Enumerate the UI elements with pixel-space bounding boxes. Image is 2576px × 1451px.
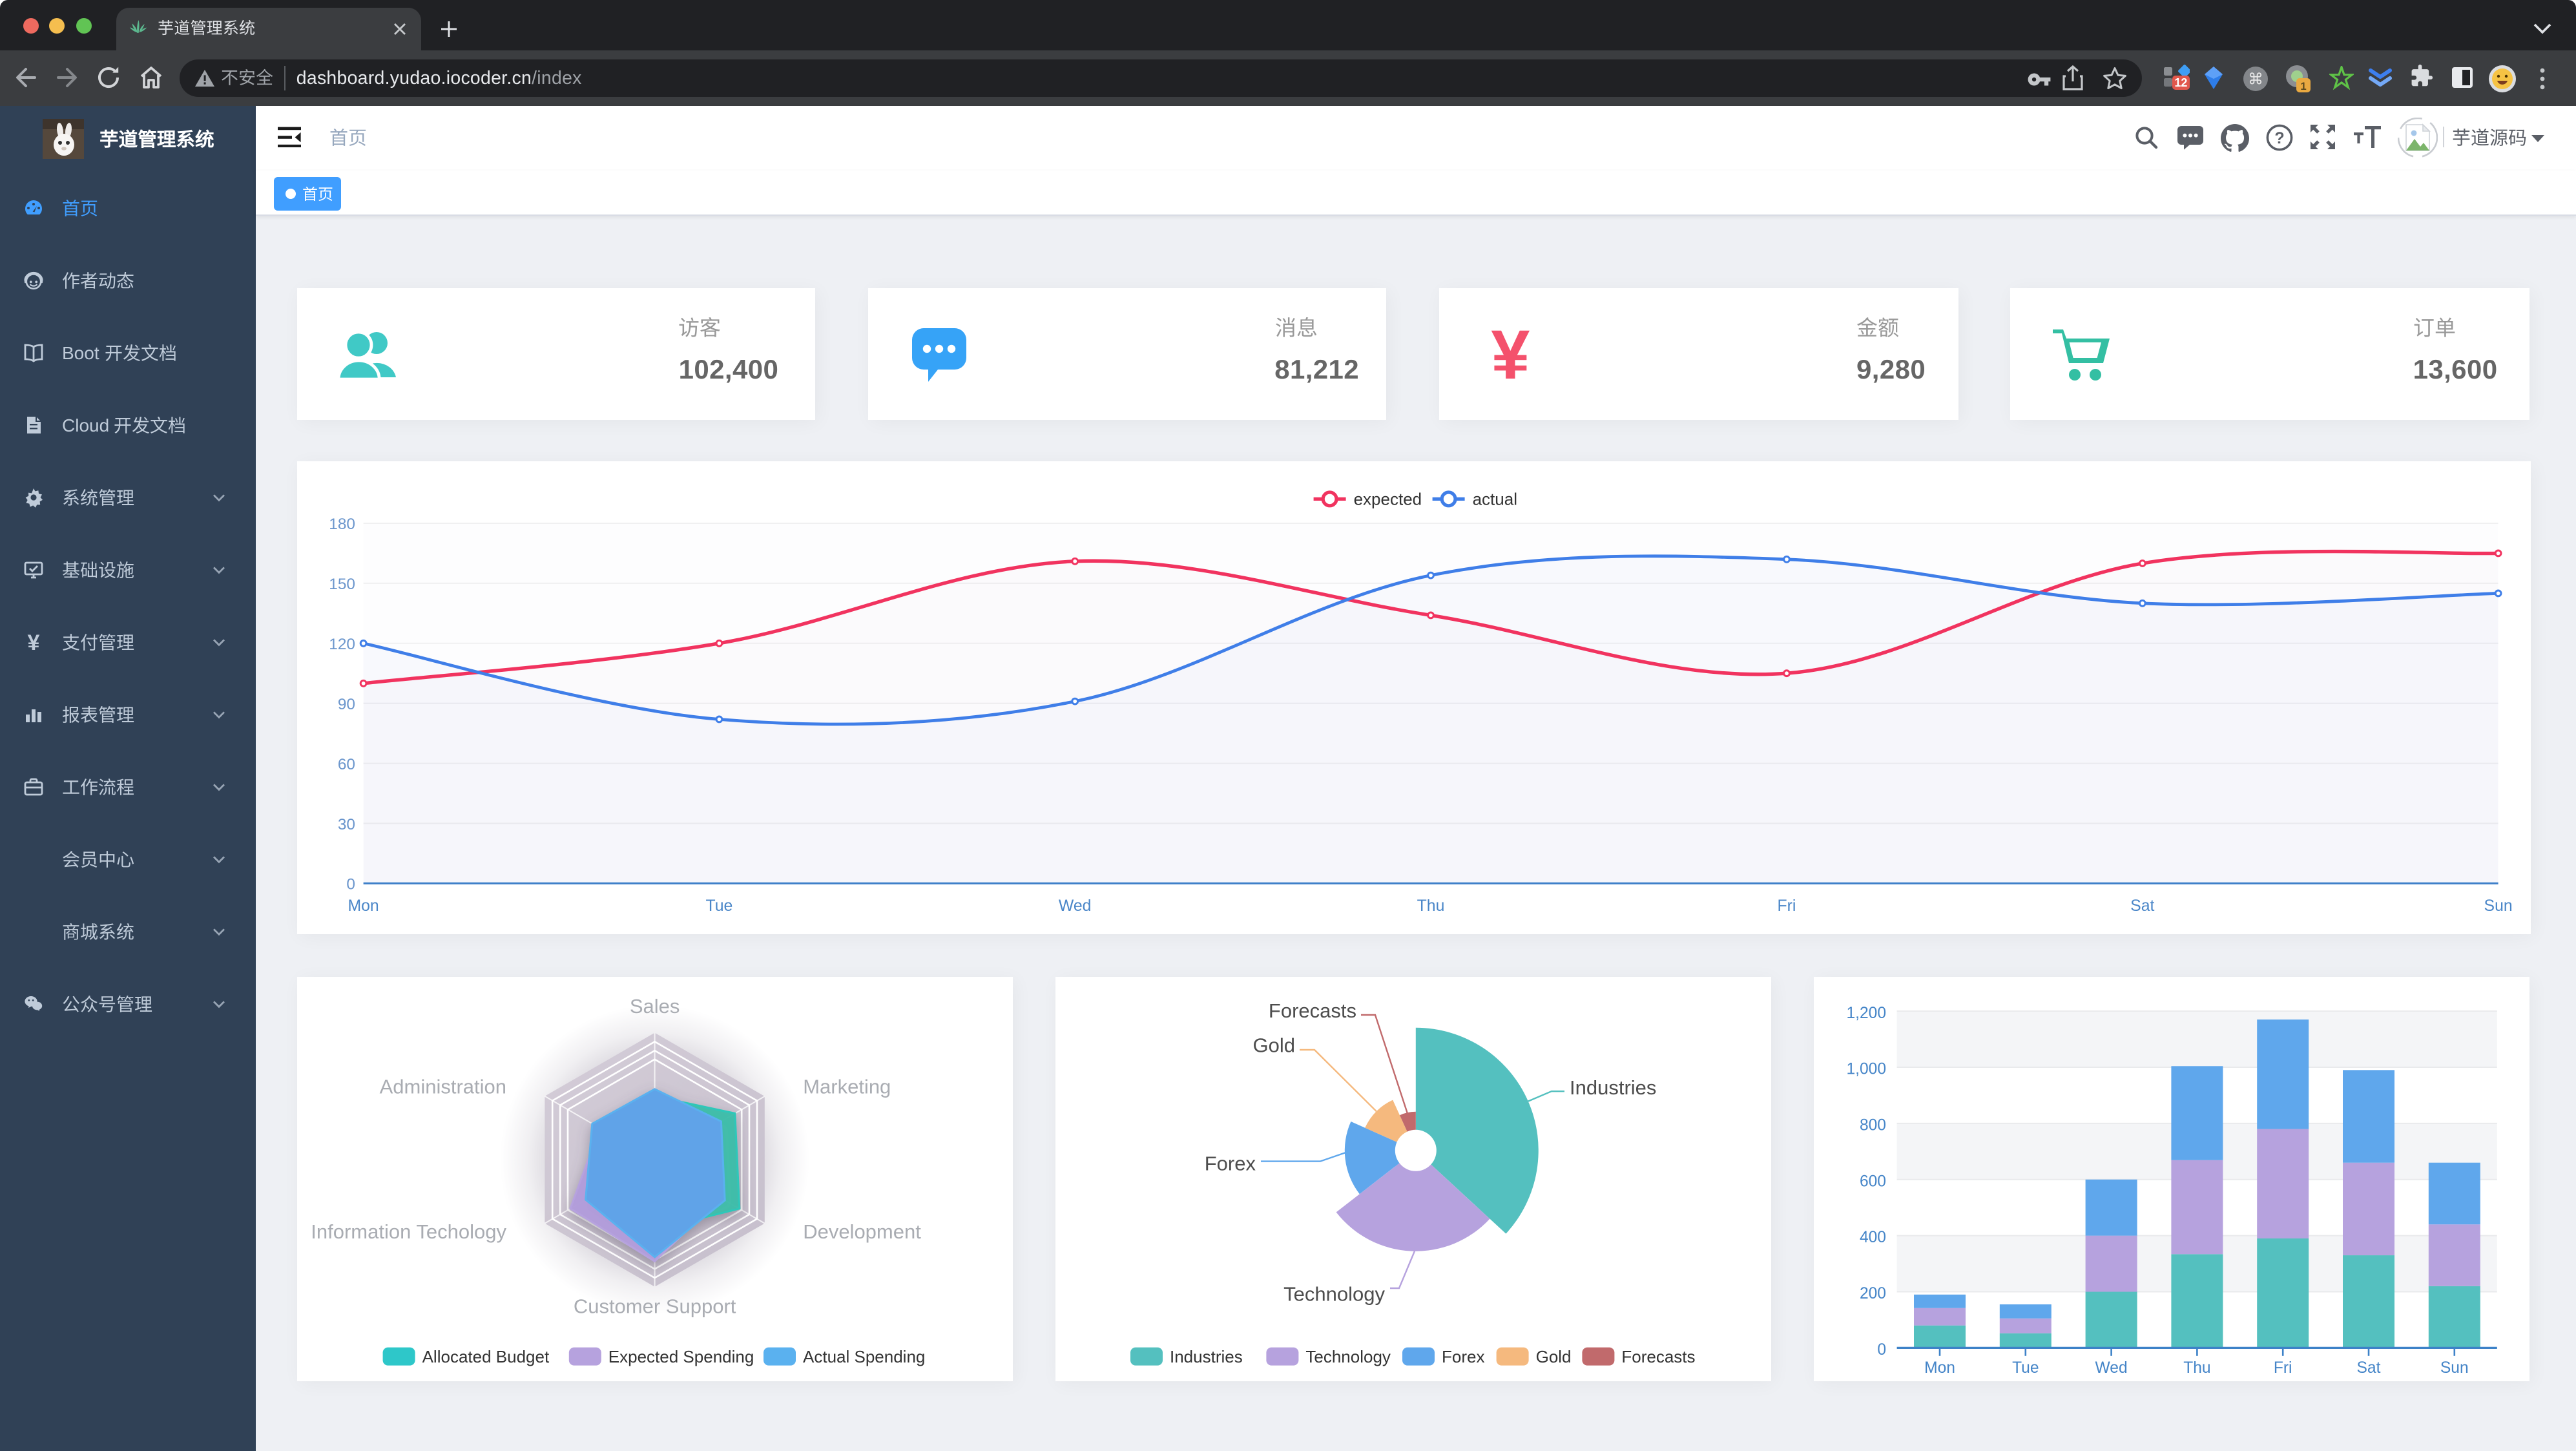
svg-text:Forecasts: Forecasts: [1621, 1346, 1695, 1366]
svg-text:Fri: Fri: [1777, 897, 1796, 914]
svg-text:800: 800: [1859, 1116, 1885, 1134]
svg-text:Thu: Thu: [1417, 897, 1444, 914]
svg-text:actual: actual: [1472, 489, 1517, 508]
svg-text:Information Techology: Information Techology: [310, 1220, 506, 1242]
svg-text:⌘: ⌘: [2248, 70, 2263, 87]
svg-text:1,000: 1,000: [1845, 1060, 1885, 1078]
svg-text:Actual Spending: Actual Spending: [802, 1346, 924, 1366]
svg-text:Technology: Technology: [1283, 1282, 1385, 1305]
svg-text:150: 150: [328, 575, 355, 592]
svg-text:12: 12: [2174, 76, 2187, 89]
svg-text:Development: Development: [802, 1220, 920, 1242]
svg-text:?: ?: [2274, 129, 2284, 147]
svg-text:Forecasts: Forecasts: [1268, 999, 1356, 1021]
svg-text:Sales: Sales: [629, 995, 680, 1018]
svg-text:Mon: Mon: [1924, 1359, 1955, 1376]
svg-text:200: 200: [1859, 1285, 1885, 1302]
svg-text:30: 30: [337, 815, 355, 833]
svg-text:Administration: Administration: [379, 1075, 506, 1098]
svg-text:Thu: Thu: [2183, 1359, 2210, 1376]
svg-text:expected: expected: [1353, 489, 1422, 508]
svg-text:Customer Support: Customer Support: [573, 1295, 736, 1317]
svg-text:Industries: Industries: [1569, 1076, 1656, 1099]
svg-text:Sun: Sun: [2484, 897, 2512, 914]
svg-text:Forex: Forex: [1204, 1152, 1256, 1174]
svg-text:600: 600: [1859, 1173, 1885, 1190]
svg-text:¥: ¥: [27, 632, 39, 652]
svg-text:Sun: Sun: [2440, 1359, 2468, 1376]
svg-text:Wed: Wed: [2095, 1359, 2127, 1376]
svg-text:Gold: Gold: [1252, 1034, 1294, 1056]
svg-text:1: 1: [2300, 80, 2306, 92]
svg-text:90: 90: [337, 695, 355, 713]
svg-text:180: 180: [328, 516, 355, 533]
svg-text:Expected Spending: Expected Spending: [608, 1346, 754, 1366]
svg-text:400: 400: [1859, 1229, 1885, 1246]
svg-text:1,200: 1,200: [1845, 1004, 1885, 1021]
svg-text:Forex: Forex: [1441, 1346, 1484, 1366]
svg-text:Gold: Gold: [1535, 1346, 1571, 1366]
svg-text:Sat: Sat: [2130, 897, 2154, 914]
svg-text:Tue: Tue: [2011, 1359, 2038, 1376]
svg-text:60: 60: [337, 755, 355, 773]
svg-text:Tue: Tue: [705, 897, 732, 914]
svg-text:Wed: Wed: [1058, 897, 1091, 914]
svg-text:Sat: Sat: [2356, 1359, 2380, 1376]
svg-text:0: 0: [346, 875, 355, 893]
svg-text:120: 120: [328, 635, 355, 652]
svg-text:Fri: Fri: [2273, 1359, 2292, 1376]
svg-text:0: 0: [1876, 1341, 1885, 1358]
svg-text:Allocated Budget: Allocated Budget: [422, 1346, 549, 1366]
svg-text:Industries: Industries: [1169, 1346, 1242, 1366]
svg-text:Mon: Mon: [347, 897, 378, 914]
svg-text:Technology: Technology: [1305, 1346, 1391, 1366]
svg-text:Marketing: Marketing: [802, 1075, 890, 1098]
